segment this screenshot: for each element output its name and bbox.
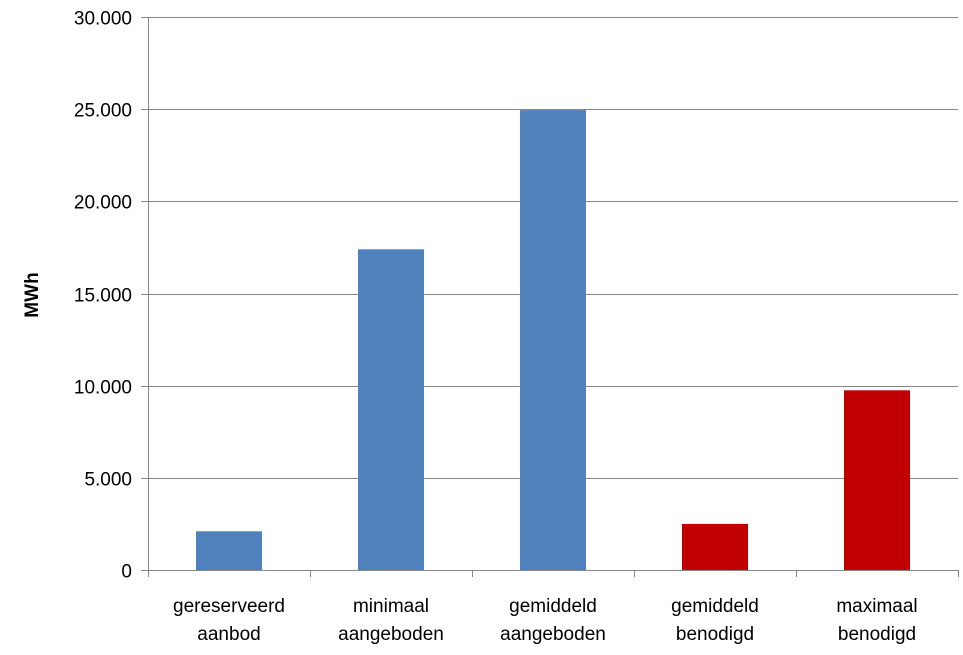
x-tick-label: gemiddeld benodigd [671,596,759,645]
axes [141,17,959,577]
x-tick-label-line: benodigd [838,624,916,645]
y-axis-label: MWh [22,272,43,317]
y-tick-labels: 0 5.000 10.000 15.000 20.000 25.000 30.000 [74,9,132,583]
y-tick-label: 30.000 [74,9,132,30]
y-tick-label: 20.000 [74,193,132,214]
x-tick-label-line: maximaal [836,596,917,617]
x-tick-label: minimaal aangeboden [338,596,444,645]
x-tick-label: maximaal benodigd [836,596,917,645]
x-tick-label-line: aangeboden [338,624,444,645]
bar [844,390,910,570]
bar [520,110,586,570]
bar [196,531,262,570]
x-tick-label-line: gemiddeld [509,596,597,617]
y-tick-label: 15.000 [74,286,132,307]
bars [196,110,910,571]
y-tick-label: 5.000 [84,470,132,491]
bar [682,523,748,570]
bar [358,249,424,571]
x-tick-label-line: gemiddeld [671,596,759,617]
y-tick-label: 0 [121,562,132,583]
x-tick-label-line: aanbod [197,624,260,645]
x-tick-label-line: benodigd [676,624,754,645]
x-tick-label: gemiddeld aangeboden [500,596,606,645]
y-tick-label: 10.000 [74,378,132,399]
x-tick-label-line: aangeboden [500,624,606,645]
x-tick-label-line: gereserveerd [173,596,285,617]
x-tick-label-line: minimaal [353,596,429,617]
y-tick-label: 25.000 [74,101,132,122]
x-tick-label: gereserveerd aanbod [173,596,285,645]
